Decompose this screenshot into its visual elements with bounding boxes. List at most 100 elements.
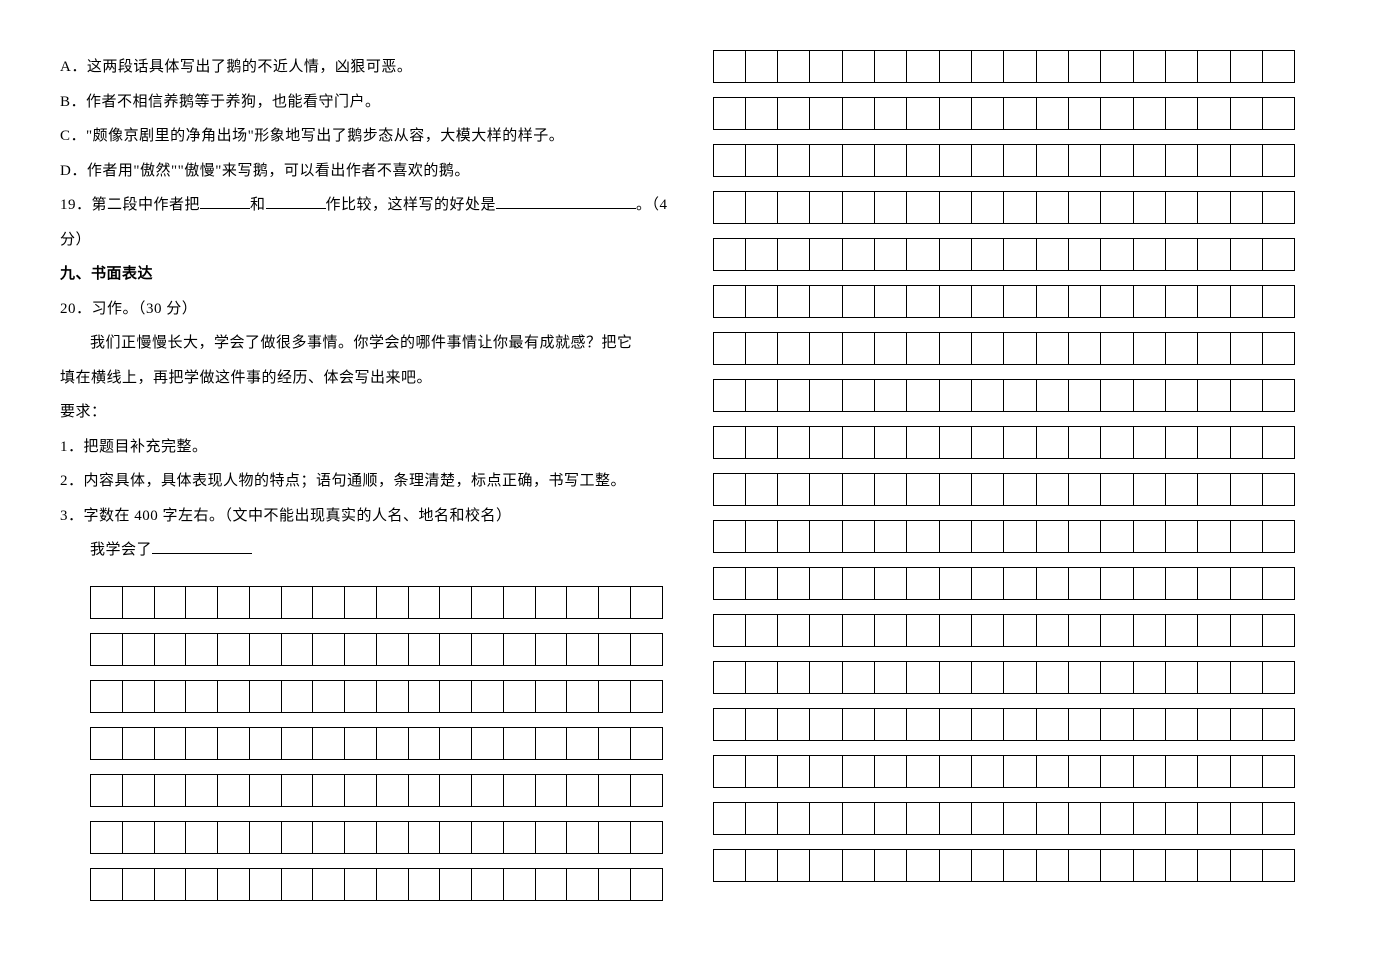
writing-grid-cell <box>1037 192 1069 223</box>
q20-intro1: 我们正慢慢长大，学会了做很多事情。你学会的哪件事情让你最有成就感？把它 <box>60 326 673 361</box>
writing-grid-cell <box>1069 521 1101 552</box>
left-column: A．这两段话具体写出了鹅的不近人情，凶狠可恶。 B．作者不相信养鹅等于养狗，也能… <box>60 50 693 931</box>
writing-grid-cell <box>282 587 314 618</box>
writing-grid-cell <box>746 662 778 693</box>
writing-grid-cell <box>1101 192 1133 223</box>
writing-grid-cell <box>536 869 568 900</box>
writing-grid-cell <box>1231 662 1263 693</box>
writing-grid-cell <box>1166 709 1198 740</box>
writing-grid-cell <box>1263 192 1295 223</box>
writing-grid-cell <box>746 850 778 881</box>
q20-req1: 1．把题目补充完整。 <box>60 430 673 465</box>
writing-grid-cell <box>282 822 314 853</box>
writing-grid-cell <box>1004 662 1036 693</box>
writing-grid-cell <box>810 709 842 740</box>
q19-suffix: 。（4 <box>636 197 668 213</box>
writing-grid-cell <box>1231 98 1263 129</box>
writing-grid-cell <box>186 681 218 712</box>
writing-grid-cell <box>1263 239 1295 270</box>
writing-grid-cell <box>599 775 631 806</box>
writing-grid-cell <box>1166 662 1198 693</box>
writing-grid-cell <box>875 803 907 834</box>
writing-grid-cell <box>282 681 314 712</box>
writing-grid-row <box>90 868 663 901</box>
writing-grid-cell <box>377 634 409 665</box>
writing-grid-cell <box>778 521 810 552</box>
writing-grid-row <box>90 821 663 854</box>
writing-grid-cell <box>377 775 409 806</box>
writing-grid-cell <box>1263 756 1295 787</box>
writing-grid-cell <box>567 822 599 853</box>
writing-grid-cell <box>250 775 282 806</box>
writing-grid-cell <box>504 634 536 665</box>
writing-grid-cell <box>810 286 842 317</box>
writing-grid-cell <box>972 239 1004 270</box>
writing-grid-cell <box>1004 51 1036 82</box>
writing-grid-cell <box>1037 568 1069 599</box>
writing-grid-cell <box>1198 286 1230 317</box>
writing-grid-cell <box>1037 709 1069 740</box>
writing-grid-cell <box>186 634 218 665</box>
writing-grid-cell <box>907 521 939 552</box>
writing-grid-cell <box>1198 803 1230 834</box>
writing-grid-cell <box>810 568 842 599</box>
writing-grid-cell <box>250 681 282 712</box>
writing-grid-cell <box>1037 662 1069 693</box>
writing-grid-cell <box>313 634 345 665</box>
writing-grid-cell <box>1263 803 1295 834</box>
writing-grid-cell <box>631 869 663 900</box>
writing-grid-cell <box>907 615 939 646</box>
writing-grid-cell <box>1101 756 1133 787</box>
writing-grid-row <box>90 774 663 807</box>
writing-grid-cell <box>1198 333 1230 364</box>
writing-grid-cell <box>1037 427 1069 458</box>
writing-grid-cell <box>1166 850 1198 881</box>
writing-grid-cell <box>972 333 1004 364</box>
writing-grid-cell <box>1231 474 1263 505</box>
writing-grid-cell <box>1263 286 1295 317</box>
writing-grid-cell <box>1166 98 1198 129</box>
writing-grid-cell <box>155 587 187 618</box>
writing-grid-cell <box>1037 380 1069 411</box>
writing-grid-cell <box>1004 192 1036 223</box>
writing-grid-cell <box>440 728 472 759</box>
writing-grid-cell <box>1101 333 1133 364</box>
writing-grid-cell <box>746 239 778 270</box>
writing-grid-cell <box>631 822 663 853</box>
writing-grid-cell <box>875 568 907 599</box>
writing-grid-cell <box>1198 380 1230 411</box>
writing-grid-cell <box>1037 803 1069 834</box>
writing-grid-cell <box>1134 192 1166 223</box>
writing-grid-cell <box>123 634 155 665</box>
writing-grid-cell <box>250 822 282 853</box>
writing-grid-cell <box>810 380 842 411</box>
writing-grid-cell <box>778 427 810 458</box>
writing-grid-row <box>713 191 1296 224</box>
writing-grid-cell <box>1101 427 1133 458</box>
writing-grid-cell <box>1037 51 1069 82</box>
writing-grid-cell <box>843 286 875 317</box>
option-a: A．这两段话具体写出了鹅的不近人情，凶狠可恶。 <box>60 50 673 85</box>
writing-grid-cell <box>1134 145 1166 176</box>
writing-grid-cell <box>1198 51 1230 82</box>
writing-grid-cell <box>778 568 810 599</box>
writing-grid-cell <box>810 427 842 458</box>
writing-grid-cell <box>843 756 875 787</box>
writing-grid-cell <box>907 662 939 693</box>
writing-grid-cell <box>1263 474 1295 505</box>
writing-grid-cell <box>504 775 536 806</box>
writing-grid-cell <box>907 286 939 317</box>
writing-grid-cell <box>746 192 778 223</box>
writing-grid-row <box>90 633 663 666</box>
writing-grid-cell <box>972 145 1004 176</box>
blank-2 <box>266 194 326 209</box>
writing-grid-cell <box>810 98 842 129</box>
writing-grid-cell <box>1069 145 1101 176</box>
writing-grid-cell <box>218 728 250 759</box>
writing-grid-cell <box>907 709 939 740</box>
writing-grid-cell <box>599 681 631 712</box>
right-column <box>693 50 1316 931</box>
writing-grid-cell <box>1004 568 1036 599</box>
writing-grid-cell <box>843 615 875 646</box>
writing-grid-cell <box>1101 521 1133 552</box>
